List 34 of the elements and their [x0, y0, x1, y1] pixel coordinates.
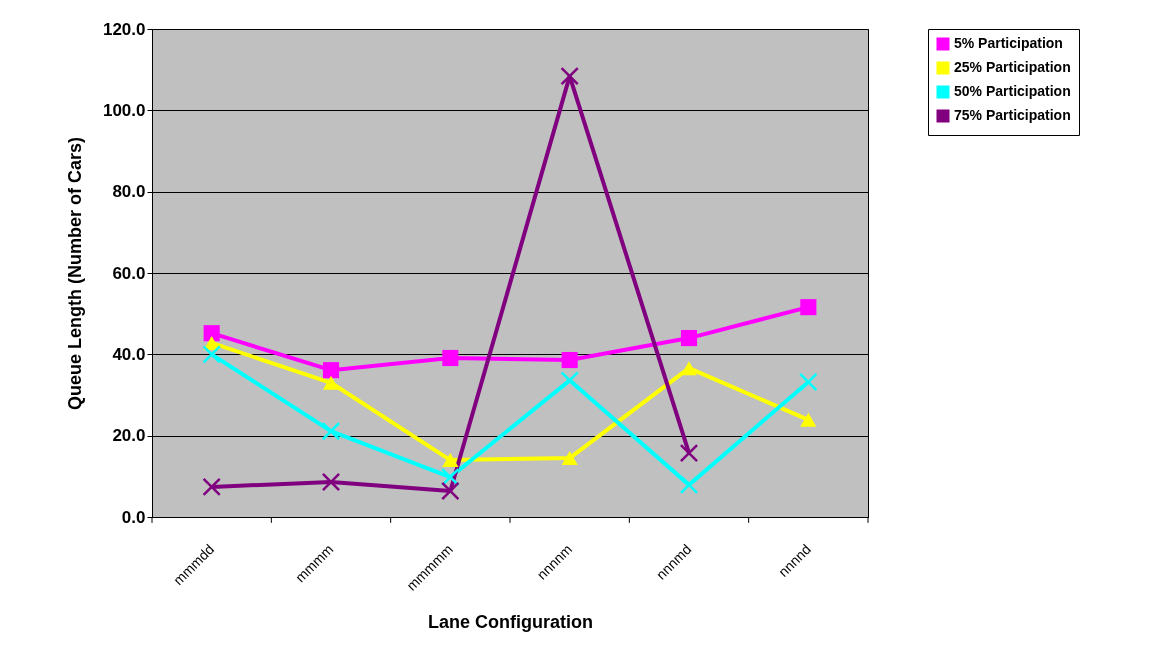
point: [561, 351, 578, 369]
point: [322, 375, 340, 390]
point: [800, 299, 817, 316]
y-tick-label: 80.0: [112, 182, 146, 202]
point: [203, 325, 220, 342]
legend-label: 5% Participation: [954, 35, 1063, 51]
y-tick-label: 0.0: [121, 507, 146, 527]
point: [679, 443, 699, 463]
point: [679, 475, 699, 495]
legend-label: 75% Participation: [954, 107, 1071, 123]
y-tick-label: 100.0: [102, 100, 146, 120]
point: [800, 412, 817, 427]
point: [799, 372, 818, 392]
x-axis-title: Lane Configuration: [428, 611, 593, 632]
y-tick-label: 40.0: [112, 344, 146, 364]
point: [321, 421, 341, 441]
point: [442, 349, 459, 367]
point: [560, 66, 579, 86]
point: [321, 472, 341, 492]
point: [442, 453, 459, 468]
point: [561, 451, 578, 466]
legend-label: 25% Participation: [954, 59, 1071, 75]
point: [322, 362, 340, 379]
y-tick-label: 60.0: [112, 263, 146, 283]
point: [560, 371, 579, 390]
y-axis-title: Queue Length (Number of Cars): [64, 136, 85, 411]
point: [202, 477, 221, 497]
y-tick-label: 20.0: [112, 426, 146, 446]
point: [441, 481, 460, 501]
point: [202, 345, 221, 364]
point: [680, 361, 698, 376]
legend-label: 50% Participation: [954, 83, 1071, 99]
y-tick-label: 120.0: [102, 19, 146, 39]
point: [680, 330, 698, 347]
